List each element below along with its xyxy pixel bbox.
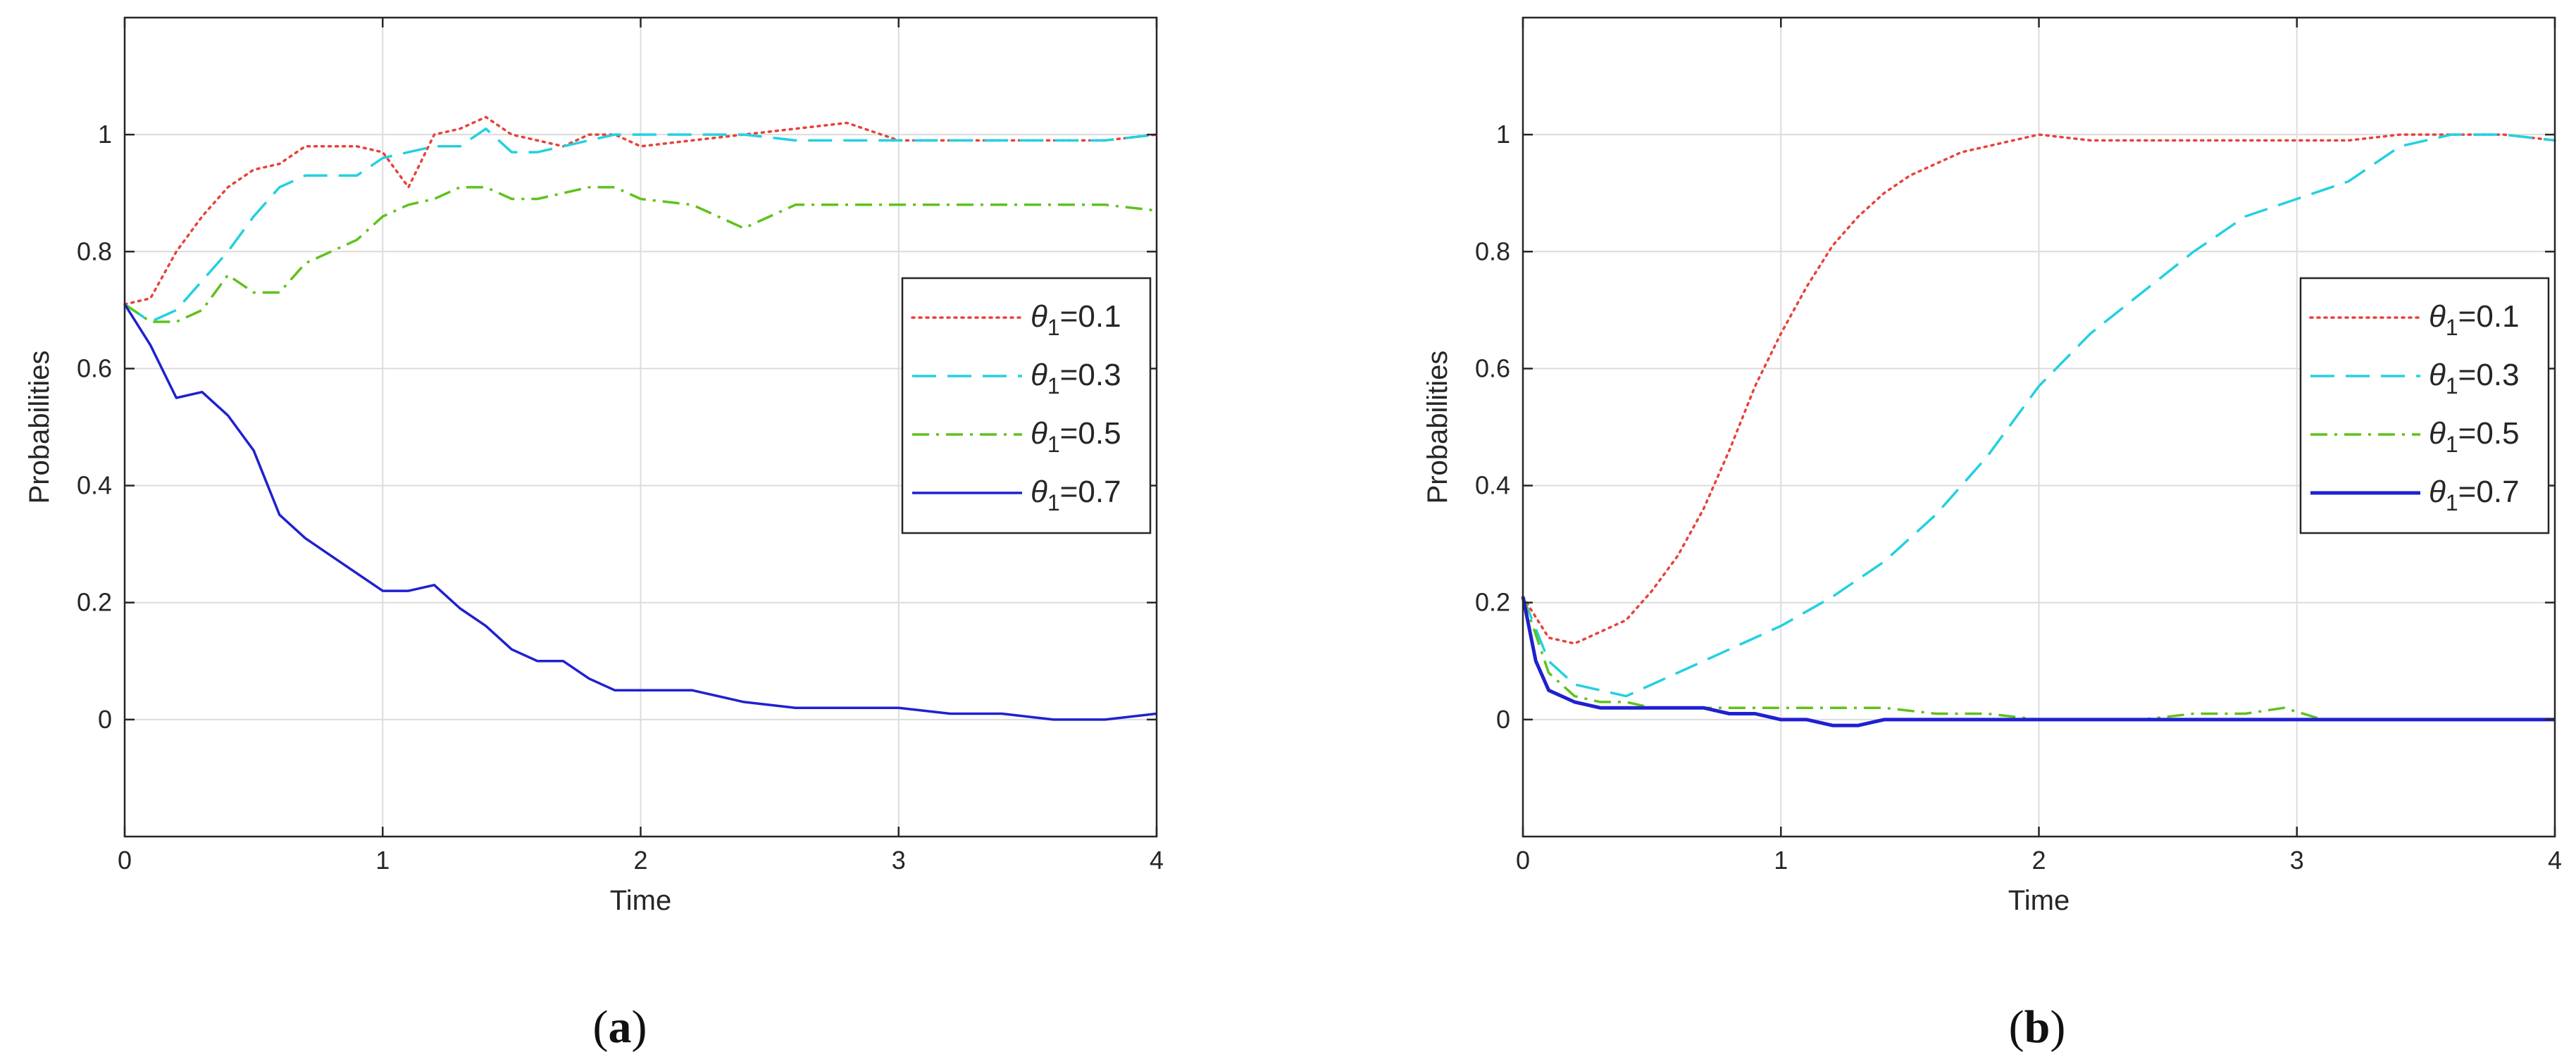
x-tick-label: 1 xyxy=(1774,846,1788,875)
y-tick-label: 1 xyxy=(1496,120,1510,149)
y-tick-label: 0.2 xyxy=(77,588,112,617)
y-tick-label: 1 xyxy=(98,120,112,149)
series-line-1 xyxy=(1522,133,2556,645)
x-tick-label: 3 xyxy=(2290,846,2304,875)
y-tick-label: 0.8 xyxy=(1475,237,1510,265)
panel-caption-letter: b xyxy=(2024,1001,2051,1053)
x-tick-label: 4 xyxy=(1150,846,1164,875)
legend-label-2: θ1=0.3 xyxy=(1031,358,1121,399)
y-tick-label: 0.4 xyxy=(1475,471,1510,500)
y-axis-label: Probabilities xyxy=(1422,351,1453,504)
x-tick-label: 1 xyxy=(375,846,390,875)
legend-box xyxy=(901,277,1152,534)
y-tick-label: 0 xyxy=(98,705,112,734)
panel-caption: (b) xyxy=(2009,1001,2066,1053)
chart-panel-b: 0 1 2 3 4 0 0.2 0.4 0.6 0.8 1 Time Probabilities θ1=0… xyxy=(1422,16,2562,1053)
y-tick-label: 0.6 xyxy=(77,353,112,382)
panel-caption: (a) xyxy=(593,1001,647,1053)
legend-box xyxy=(2299,277,2550,534)
legend-label-4: θ1=0.7 xyxy=(1031,475,1121,515)
chart-panel-a: 0 1 2 3 4 0 0.2 0.4 0.6 0.8 1 Time Probabilities θ1=0… xyxy=(24,16,1164,1053)
series-line-4 xyxy=(1521,596,2555,727)
x-tick-label: 0 xyxy=(118,846,132,875)
x-axis-label: Time xyxy=(2008,885,2070,916)
legend-label-2: θ1=0.3 xyxy=(2429,358,2520,399)
y-tick-label: 0.4 xyxy=(77,471,112,500)
legend: θ1=0.1 θ1=0.3 θ1=0.5 θ1=0.7 xyxy=(901,277,1152,534)
legend-label-1: θ1=0.1 xyxy=(1031,299,1121,340)
y-tick-label: 0.6 xyxy=(1475,353,1510,382)
legend: θ1=0.1 θ1=0.3 θ1=0.5 θ1=0.7 xyxy=(2299,277,2550,534)
series-line-2 xyxy=(1522,133,2556,698)
x-axis-label: Time xyxy=(610,885,671,916)
series-line-2 xyxy=(124,127,1157,323)
legend-label-4: θ1=0.7 xyxy=(2429,475,2520,515)
x-tick-label: 0 xyxy=(1516,846,1530,875)
x-tick-label: 2 xyxy=(633,846,647,875)
x-tick-label: 4 xyxy=(2548,846,2562,875)
y-tick-label: 0.8 xyxy=(77,237,112,265)
x-tick-label: 2 xyxy=(2031,846,2046,875)
legend-label-3: θ1=0.5 xyxy=(1031,416,1121,457)
y-axis-label: Probabilities xyxy=(24,351,55,504)
y-tick-label: 0.2 xyxy=(1475,588,1510,617)
series-line-3 xyxy=(124,186,1157,323)
series-line-3 xyxy=(1522,596,2555,721)
x-tick-label: 3 xyxy=(892,846,906,875)
series-line-4 xyxy=(123,303,1157,721)
panel-caption-letter: a xyxy=(609,1001,632,1053)
y-tick-label: 0 xyxy=(1496,705,1510,734)
legend-label-3: θ1=0.5 xyxy=(2429,416,2520,457)
legend-label-1: θ1=0.1 xyxy=(2429,299,2520,340)
